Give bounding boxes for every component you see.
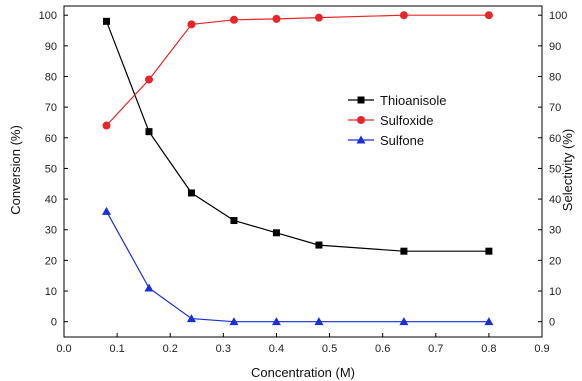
sulfoxide-point [314, 13, 323, 22]
x-tick-label: 0.6 [375, 343, 390, 355]
sulfoxide-point [272, 14, 281, 23]
x-tick-label: 0.3 [216, 343, 231, 355]
x-tick-label: 0.8 [481, 343, 496, 355]
thioanisole-point [102, 17, 110, 25]
left-y-axis-ticks: 0 10 20 30 40 50 60 70 80 90 100 [39, 10, 68, 329]
sulfone-point [229, 317, 239, 326]
sulfone-point [484, 317, 494, 326]
sulfoxide-point [229, 15, 238, 24]
legend-item-sulfone: Sulfone [348, 133, 424, 148]
left-y-tick-label: 80 [45, 71, 57, 83]
legend-label-thioanisole: Thioanisole [380, 93, 447, 108]
right-y-tick-label: 0 [549, 317, 555, 329]
left-y-tick-label: 10 [45, 286, 57, 298]
left-y-axis-title: Conversion (%) [8, 125, 23, 215]
legend-label-sulfone: Sulfone [380, 133, 424, 148]
right-y-axis-ticks: 0 10 20 30 40 50 60 70 80 90 100 [538, 10, 567, 329]
left-y-tick-label: 40 [45, 194, 57, 206]
sulfoxide-point [187, 20, 196, 29]
legend: Thioanisole Sulfoxide Sulfone [348, 93, 447, 148]
left-y-tick-label: 30 [45, 225, 57, 237]
sulfoxide-point [484, 11, 493, 20]
thioanisole-line [105, 21, 489, 252]
right-y-tick-label: 10 [549, 286, 561, 298]
right-y-axis-title: Selectivity (%) [560, 129, 575, 211]
legend-item-thioanisole: Thioanisole [348, 93, 447, 108]
left-y-tick-label: 50 [45, 163, 57, 175]
left-y-tick-label: 70 [45, 102, 57, 114]
x-tick-label: 0.5 [322, 343, 337, 355]
sulfone-point [399, 317, 409, 326]
sulfone-point [186, 314, 196, 323]
legend-item-sulfoxide: Sulfoxide [348, 113, 433, 128]
left-y-tick-label: 60 [45, 133, 57, 145]
x-tick-label: 0.0 [56, 343, 71, 355]
x-tick-label: 0.2 [163, 343, 178, 355]
series-sulfoxide [102, 11, 493, 130]
legend-marker-sulfoxide [357, 116, 365, 124]
x-tick-label: 0.4 [269, 343, 284, 355]
sulfone-point [314, 317, 324, 326]
x-tick-label: 0.9 [534, 343, 549, 355]
series-thioanisole [102, 17, 493, 255]
thioanisole-point [272, 229, 280, 237]
right-y-tick-label: 70 [549, 102, 561, 114]
thioanisole-point [485, 247, 493, 255]
thioanisole-point [145, 128, 153, 136]
right-y-tick-label: 60 [549, 133, 561, 145]
right-y-tick-label: 20 [549, 255, 561, 267]
right-y-tick-label: 80 [549, 71, 561, 83]
x-axis-title: Concentration (M) [251, 365, 355, 380]
right-y-tick-label: 30 [549, 225, 561, 237]
legend-marker-sulfone [356, 135, 366, 144]
sulfone-point [144, 283, 154, 292]
sulfoxide-line [106, 14, 489, 126]
legend-label-sulfoxide: Sulfoxide [380, 113, 433, 128]
sulfoxide-point [102, 121, 111, 130]
sulfone-point [271, 317, 281, 326]
sulfone-point [101, 206, 111, 215]
series-layer [101, 11, 494, 326]
thioanisole-point [230, 217, 238, 225]
thioanisole-point [187, 189, 195, 197]
left-y-tick-label: 20 [45, 255, 57, 267]
sulfoxide-point [399, 11, 408, 20]
right-y-tick-label: 40 [549, 194, 561, 206]
series-sulfone [101, 206, 494, 326]
left-y-tick-label: 0 [51, 317, 57, 329]
right-y-tick-label: 50 [549, 163, 561, 175]
sulfone-line [105, 211, 489, 323]
right-y-tick-label: 90 [549, 41, 561, 53]
left-y-tick-label: 100 [39, 10, 57, 22]
plot-frame [63, 5, 543, 338]
thioanisole-point [315, 241, 323, 249]
x-axis-ticks: 0.0 0.1 0.2 0.3 0.4 0.5 0.6 0.7 0.8 0.9 [56, 333, 550, 355]
right-y-tick-label: 100 [549, 10, 567, 22]
x-tick-label: 0.7 [428, 343, 443, 355]
thioanisole-point [400, 247, 408, 255]
left-y-tick-label: 90 [45, 41, 57, 53]
x-tick-label: 0.1 [109, 343, 124, 355]
legend-marker-thioanisole [357, 96, 365, 104]
sulfoxide-point [144, 75, 153, 84]
